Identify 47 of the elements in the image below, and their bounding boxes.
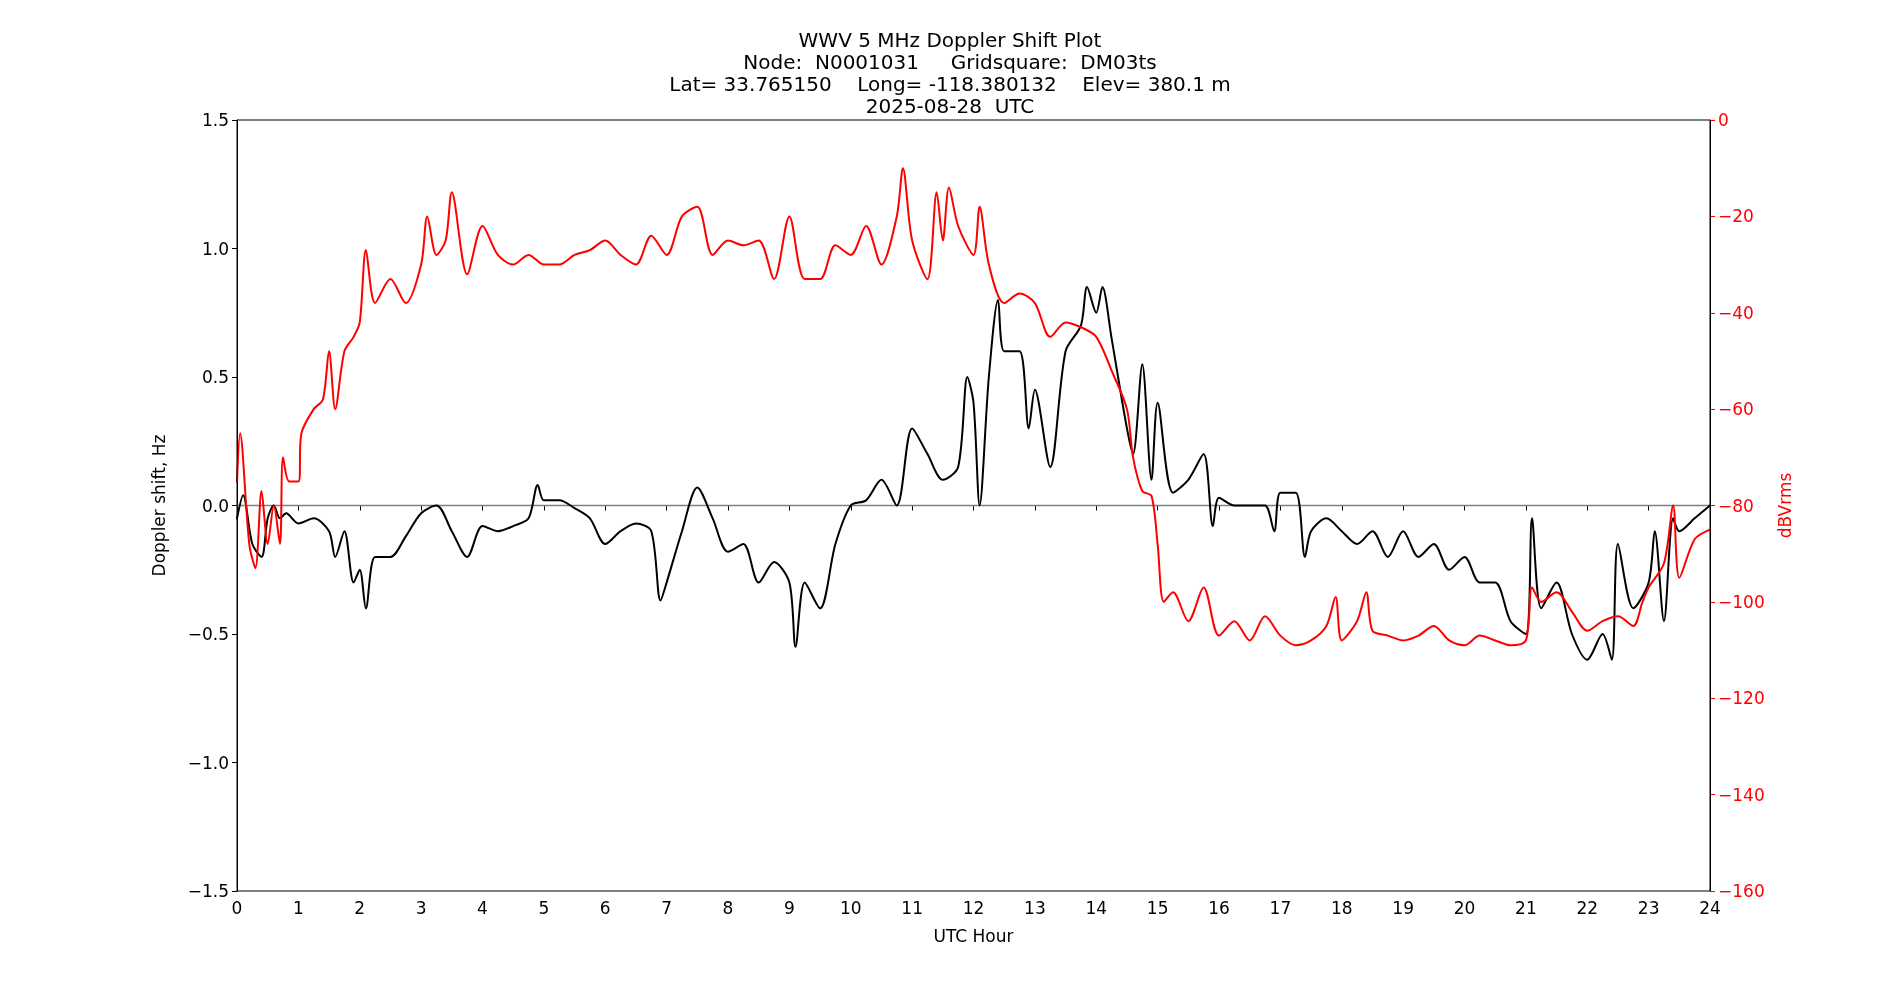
x-tick-label: 3 (415, 897, 427, 918)
y2-tick-label: −60 (1718, 399, 1754, 420)
x-tick-label: 23 (1637, 897, 1660, 918)
y-tick-label: 1.0 (201, 238, 229, 259)
x-tick-label: 21 (1515, 897, 1537, 918)
x-tick-label: 11 (901, 897, 923, 918)
x-tick-label: 10 (839, 897, 862, 918)
line-series (236, 167, 1711, 647)
x-tick-label: 24 (1699, 897, 1721, 918)
y-tick-label: 0.0 (201, 495, 229, 516)
x-tick-label: 0 (231, 897, 243, 918)
chart-subtitle: Node: N0001031 Gridsquare: DM03ts Lat= 33.765150 Long= -118.380132 Elev= 380.1 m 2025-08-28 UTC (669, 50, 1231, 118)
y2-tick-label: −20 (1718, 206, 1754, 227)
x-axis-title: UTC Hour (933, 925, 1014, 946)
x-tick-label: 7 (661, 897, 673, 918)
x-tick-label: 22 (1576, 897, 1599, 918)
y-tick-label: 0.5 (201, 367, 229, 387)
y-tick-label: −1.5 (187, 881, 229, 901)
x-tick-label: 17 (1269, 897, 1292, 918)
x-tick-label: 18 (1330, 897, 1353, 918)
y2-tick-label: −160 (1718, 881, 1765, 901)
x-tick-label: 8 (722, 897, 734, 918)
y2-tick-label: −40 (1718, 302, 1754, 323)
y2-tick-label: −80 (1718, 495, 1754, 516)
x-tick-label: 16 (1208, 897, 1230, 918)
chart-title: WWV 5 MHz Doppler Shift Plot (798, 28, 1102, 52)
x-tick-label: 20 (1453, 897, 1476, 918)
y2-tick-label: −120 (1718, 688, 1765, 709)
y2-axis-title: dBVrms (1774, 472, 1795, 539)
y-tick-label: 1.5 (201, 110, 229, 130)
x-tick-label: 2 (354, 897, 366, 918)
x-tick-label: 14 (1085, 897, 1108, 918)
y2-tick-label: −140 (1718, 784, 1765, 805)
y-tick-label: −0.5 (187, 624, 229, 644)
x-tick-label: 12 (962, 897, 985, 918)
x-tick-label: 1 (292, 897, 304, 918)
y-tick-label: −1.0 (187, 752, 229, 773)
x-tick-label: 19 (1392, 897, 1414, 918)
x-tick-label: 9 (783, 897, 795, 918)
x-tick-label: 5 (538, 897, 550, 918)
x-tick-label: 6 (599, 897, 611, 918)
y2-tick-label: 0 (1718, 110, 1729, 130)
y2-tick-label: −100 (1718, 591, 1765, 612)
x-tick-label: 4 (477, 897, 488, 918)
y-axis-title: Doppler shift, Hz (148, 434, 169, 577)
x-tick-label: 13 (1024, 897, 1046, 918)
x-tick-label: 15 (1146, 897, 1169, 918)
